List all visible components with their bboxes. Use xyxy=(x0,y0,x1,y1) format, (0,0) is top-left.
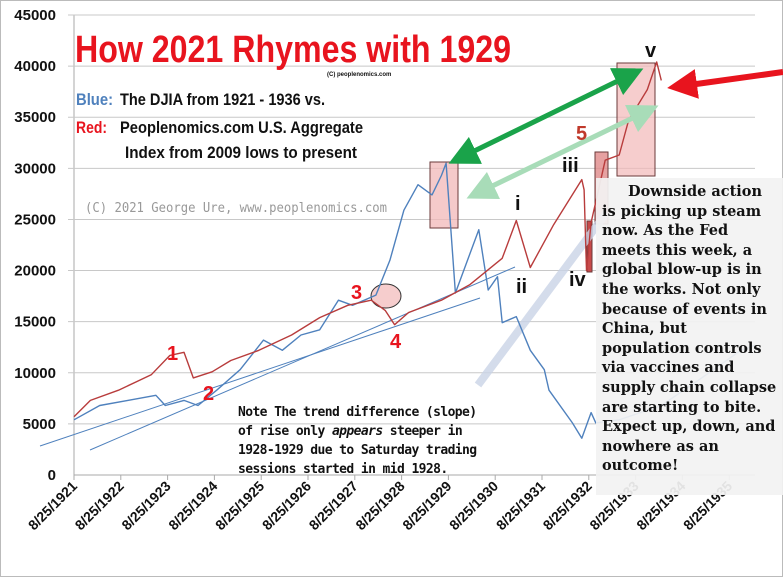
trend-note-text-b: steeper in 1928-1929 due to Saturday tra… xyxy=(238,424,477,477)
watermark: (C) 2021 George Ure, www.peoplenomics.co… xyxy=(85,201,387,216)
legend-red-text-1: Peoplenomics.com U.S. Aggregate xyxy=(120,118,363,137)
y-axis: 0 5000 10000 15000 20000 25000 30000 35000 40000… xyxy=(14,7,56,484)
wave-label-1: 1 xyxy=(167,343,178,365)
wave-label-4: 4 xyxy=(390,331,402,353)
commentary-box: Downside action is picking up steam now.… xyxy=(596,178,783,495)
wave-label-iii: iii xyxy=(562,155,579,177)
wave-label-v: v xyxy=(645,40,657,62)
light-green-arrow xyxy=(466,105,659,199)
y-tick-label: 25000 xyxy=(14,211,56,228)
y-tick-label: 30000 xyxy=(14,160,56,177)
y-tick-label: 5000 xyxy=(23,416,56,433)
upper-trend-line xyxy=(39,297,481,447)
djia-series-line xyxy=(73,162,756,439)
wave-label-iv: iv xyxy=(569,269,587,291)
trend-note-emphasis: appears xyxy=(331,424,383,439)
legend-blue-text: The DJIA from 1921 - 1936 vs. xyxy=(120,90,325,109)
chart-title: How 2021 Rhymes with 1929 xyxy=(75,29,511,71)
wave-label-ii: ii xyxy=(516,276,527,298)
y-tick-label: 35000 xyxy=(14,109,56,126)
peak-1929-box xyxy=(429,161,459,229)
trend-note: Note The trend difference (slope) of ris… xyxy=(238,403,498,479)
wave-label-i: i xyxy=(515,193,521,215)
y-tick-label: 15000 xyxy=(14,314,56,331)
trend-note-text-a: Note The trend difference (slope) of ris… xyxy=(238,405,477,439)
wave-label-2: 2 xyxy=(203,383,214,405)
chart-copyright-small: (C) peoplenomics.com xyxy=(327,72,391,78)
legend-blue-label: Blue: xyxy=(76,90,113,109)
y-tick-label: 40000 xyxy=(14,58,56,75)
wave-label-5: 5 xyxy=(576,123,587,145)
y-tick-label: 10000 xyxy=(14,365,56,382)
y-tick-label: 20000 xyxy=(14,263,56,280)
lower-trend-line xyxy=(89,266,516,451)
commentary-text: Downside action is picking up steam now.… xyxy=(602,183,777,475)
wave-label-3: 3 xyxy=(351,282,362,304)
y-tick-label: 45000 xyxy=(14,7,56,24)
y-tick-label: 0 xyxy=(48,467,56,484)
legend-red-label: Red: xyxy=(76,118,107,137)
red-arrow xyxy=(667,69,783,99)
legend-red-text-2: Index from 2009 lows to present xyxy=(125,143,357,162)
